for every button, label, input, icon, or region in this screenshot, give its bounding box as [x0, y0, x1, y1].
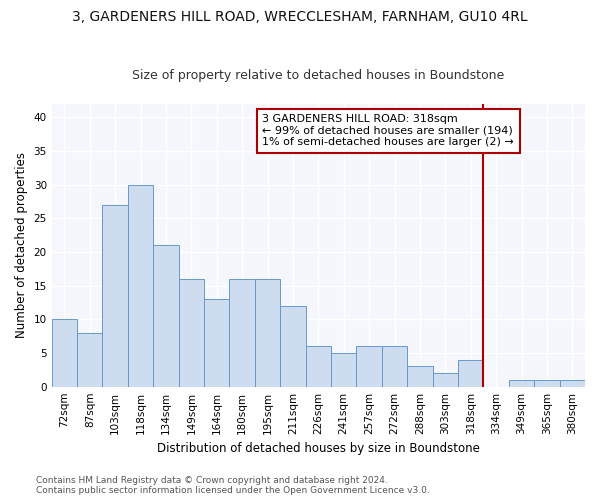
- Bar: [179, 279, 204, 386]
- Bar: [52, 320, 77, 386]
- X-axis label: Distribution of detached houses by size in Boundstone: Distribution of detached houses by size …: [157, 442, 480, 455]
- Bar: [560, 380, 585, 386]
- Bar: [305, 346, 331, 387]
- Bar: [103, 205, 128, 386]
- Bar: [153, 246, 179, 386]
- Bar: [280, 306, 305, 386]
- Text: 3 GARDENERS HILL ROAD: 318sqm
← 99% of detached houses are smaller (194)
1% of s: 3 GARDENERS HILL ROAD: 318sqm ← 99% of d…: [262, 114, 514, 148]
- Bar: [433, 373, 458, 386]
- Bar: [255, 279, 280, 386]
- Bar: [204, 299, 229, 386]
- Text: Contains HM Land Registry data © Crown copyright and database right 2024.
Contai: Contains HM Land Registry data © Crown c…: [36, 476, 430, 495]
- Bar: [356, 346, 382, 387]
- Bar: [382, 346, 407, 387]
- Bar: [331, 353, 356, 386]
- Bar: [128, 185, 153, 386]
- Bar: [229, 279, 255, 386]
- Title: Size of property relative to detached houses in Boundstone: Size of property relative to detached ho…: [132, 69, 505, 82]
- Bar: [77, 333, 103, 386]
- Y-axis label: Number of detached properties: Number of detached properties: [15, 152, 28, 338]
- Bar: [458, 360, 484, 386]
- Bar: [407, 366, 433, 386]
- Bar: [534, 380, 560, 386]
- Text: 3, GARDENERS HILL ROAD, WRECCLESHAM, FARNHAM, GU10 4RL: 3, GARDENERS HILL ROAD, WRECCLESHAM, FAR…: [72, 10, 528, 24]
- Bar: [509, 380, 534, 386]
